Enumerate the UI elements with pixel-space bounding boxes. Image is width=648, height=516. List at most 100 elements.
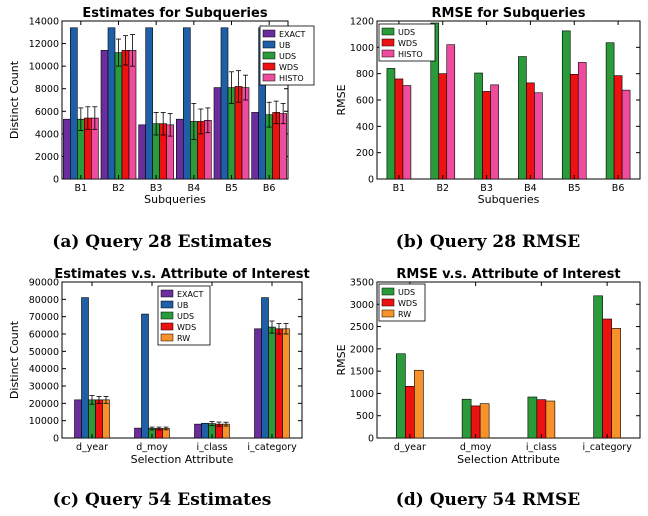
bar-wds [121, 50, 130, 180]
bar-histo [534, 92, 543, 180]
legend-label-wds: WDS [398, 299, 417, 308]
x-tick-label: B4 [188, 183, 201, 194]
bar-wds [95, 399, 103, 439]
x-tick-label: B1 [393, 183, 406, 194]
x-axis-label: Selection Attribute [131, 453, 234, 466]
legend-swatch-exact [160, 289, 174, 298]
y-tick-label: 2000 [350, 344, 374, 355]
y-axis-label: RMSE [335, 84, 348, 115]
bar-rw [545, 400, 556, 439]
bar-exact [63, 118, 71, 180]
bar-uds [114, 52, 123, 180]
bar-ub [81, 297, 89, 439]
y-tick-label: 0 [53, 175, 59, 186]
x-tick-label: B5 [568, 183, 581, 194]
legend-swatch-uds [262, 51, 276, 60]
bar-uds [518, 56, 527, 180]
legend-label-exact: EXACT [177, 290, 203, 299]
y-tick-label: 1000 [350, 43, 374, 54]
bar-uds [561, 30, 571, 180]
x-tick-label: i_category [247, 442, 297, 453]
bar-exact [194, 423, 202, 439]
y-tick-label: 3500 [350, 278, 374, 289]
y-tick-label: 60000 [29, 330, 59, 341]
chart-query28-estimates: 0 2000 4000 6000 8000 10000 12000 14000 B1 B2 B3 B4… [8, 6, 315, 252]
legend-label-ub: UB [177, 301, 188, 310]
y-tick-label: 12000 [29, 39, 59, 50]
bar-histo [128, 50, 137, 180]
bar-exact [134, 427, 142, 439]
y-tick-label: 800 [356, 69, 374, 80]
bar-rw [102, 399, 110, 439]
plot-area [376, 281, 641, 439]
y-tick-label: 2500 [350, 322, 374, 333]
legend-swatch-wds [160, 322, 174, 331]
x-axis-label: Selection Attribute [457, 453, 560, 466]
legend-swatch-exact [262, 29, 276, 38]
figure-caption: (c) Query 54 Estimates [53, 490, 272, 510]
y-tick-label: 20000 [29, 399, 59, 410]
bar-ub [145, 27, 153, 180]
x-tick-label: B3 [150, 183, 163, 194]
legend-swatch-rw [160, 333, 174, 342]
bar-wds [482, 91, 491, 180]
x-tick-label: B4 [524, 183, 537, 194]
bar-uds [605, 42, 615, 180]
x-tick-label: B2 [436, 183, 449, 194]
bar-exact [213, 87, 222, 180]
y-tick-label: 400 [356, 122, 374, 133]
bar-uds [593, 295, 603, 439]
legend-label-uds: UDS [279, 52, 296, 61]
y-tick-label: 70000 [29, 312, 59, 323]
bar-ub [107, 27, 116, 180]
chart-title: Estimates v.s. Attribute of Interest [54, 267, 309, 282]
legend-swatch-histo [381, 49, 395, 58]
x-tick-label: d_year [76, 442, 108, 453]
legend-swatch-rw [381, 309, 395, 318]
bar-histo [241, 87, 250, 180]
bar-uds [88, 399, 96, 439]
chart-title: RMSE v.s. Attribute of Interest [396, 267, 620, 282]
bar-exact [100, 50, 109, 180]
legend-swatch-uds [381, 27, 395, 36]
x-tick-label: d_moy [460, 442, 492, 453]
chart-title: RMSE for Subqueries [432, 6, 586, 21]
bar-ub [141, 313, 149, 439]
legend-label-wds: WDS [398, 39, 417, 48]
x-tick-label: i_class [197, 442, 228, 453]
y-tick-label: 1500 [350, 367, 374, 378]
bar-ub [201, 422, 209, 439]
y-axis-label: Distinct Count [8, 320, 21, 399]
chart-query28-rmse: 0 200 400 600 800 1000 1200 B1 B2 B3 B4 B5 B6 RMSE fo… [335, 6, 641, 252]
y-tick-label: 0 [53, 434, 59, 445]
bar-wds [536, 399, 547, 439]
legend-label-ub: UB [279, 41, 290, 50]
y-tick-label: 6000 [35, 107, 59, 118]
figure-caption: (a) Query 28 Estimates [52, 232, 271, 252]
y-tick-label: 14000 [29, 17, 59, 28]
x-axis-label: Subqueries [144, 193, 206, 206]
bar-histo [402, 85, 412, 180]
y-tick-label: 30000 [29, 382, 59, 393]
bar-uds [386, 68, 396, 180]
figure-caption: (b) Query 28 RMSE [396, 232, 580, 252]
legend-swatch-histo [262, 73, 276, 82]
bar-exact [176, 118, 184, 180]
bar-wds [602, 318, 612, 439]
y-tick-label: 50000 [29, 347, 59, 358]
bar-exact [251, 112, 259, 180]
figure-caption: (d) Query 54 RMSE [396, 490, 580, 510]
y-tick-label: 4000 [35, 129, 59, 140]
legend-label-uds: UDS [398, 28, 415, 37]
chart-title: Estimates for Subqueries [82, 6, 267, 21]
legend-swatch-wds [381, 298, 395, 307]
bar-rw [282, 328, 290, 439]
bar-uds [396, 353, 406, 439]
bar-ub [261, 297, 269, 439]
legend-swatch-uds [160, 311, 174, 320]
y-tick-label: 2000 [35, 152, 59, 163]
bar-wds [438, 73, 448, 180]
legend-swatch-uds [381, 287, 395, 296]
bar-ub [220, 27, 229, 180]
bar-uds [527, 396, 538, 439]
